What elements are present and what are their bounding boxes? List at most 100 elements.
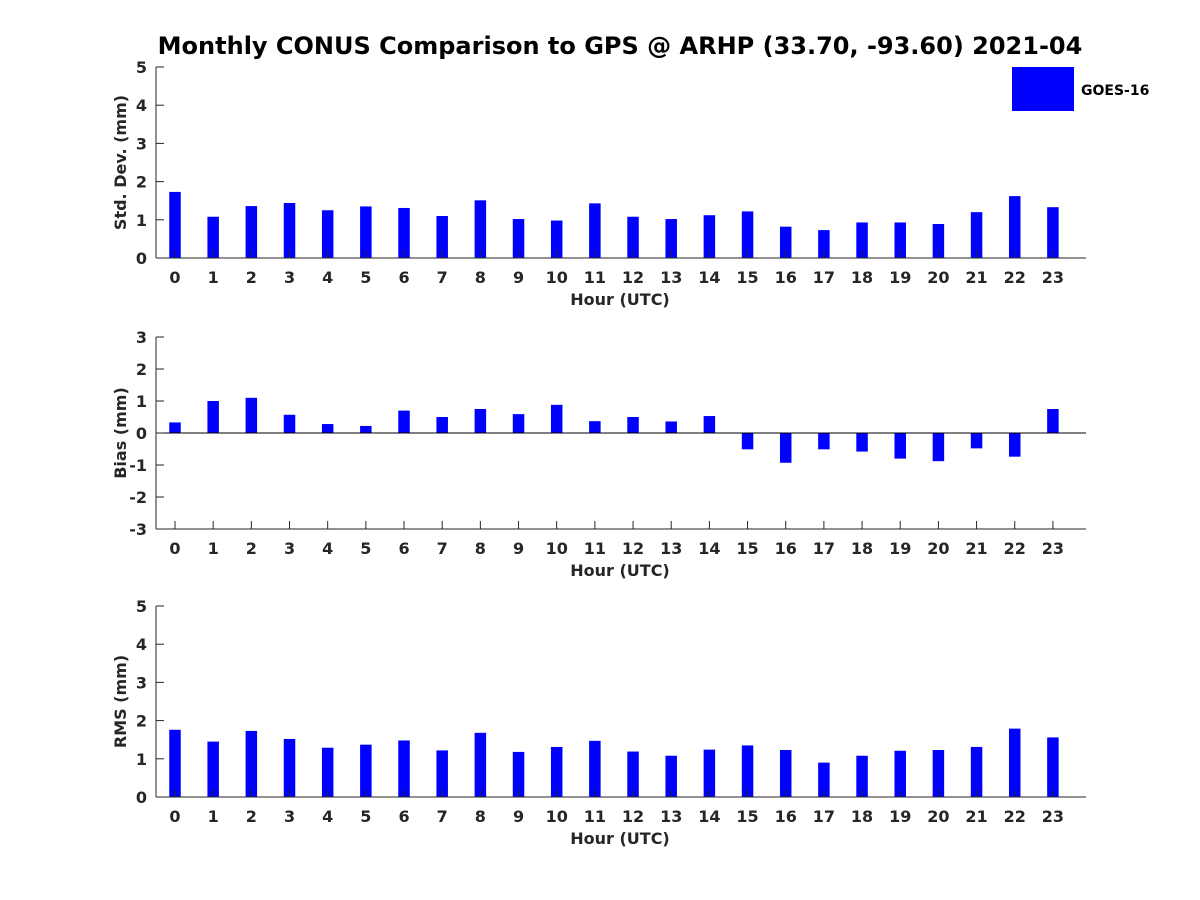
bar-hour-0 [169,422,181,433]
x-tick-label: 20 [927,807,949,826]
x-tick-label: 17 [813,268,835,287]
bar-hour-0 [169,729,181,797]
bar-hour-13 [665,421,677,433]
bar-hour-14 [703,749,716,797]
y-tick-label: 1 [136,211,147,230]
bar-hour-19 [894,433,906,459]
bar-hour-18 [856,222,868,258]
bar-hour-0 [169,191,181,258]
bar-hour-10 [550,746,563,797]
x-tick-label: 23 [1042,539,1064,558]
bar-hour-21 [970,746,983,797]
x-tick-label: 22 [1004,268,1026,287]
bar-hour-11 [589,421,601,433]
x-tick-label: 2 [246,807,257,826]
bar-hour-15 [741,433,754,450]
bar-hour-8 [474,732,487,797]
bar-hour-8 [474,200,487,258]
x-tick-label: 23 [1042,807,1064,826]
bar-hour-14 [703,416,716,433]
bar-hour-4 [321,747,334,797]
x-tick-label: 5 [360,807,371,826]
bar-hour-19 [894,750,906,797]
x-tick-label: 3 [284,539,295,558]
y-tick-label: 2 [136,712,147,731]
bar-hour-23 [1047,207,1059,258]
x-tick-label: 22 [1004,807,1026,826]
x-tick-label: 1 [208,807,219,826]
y-tick-label: 3 [136,134,147,153]
x-axis-label: Hour (UTC) [570,290,670,309]
bar-hour-13 [665,755,677,797]
y-axis-label: Std. Dev. (mm) [111,95,130,230]
x-tick-label: 8 [475,268,486,287]
x-tick-label: 18 [851,268,873,287]
y-tick-label: -3 [129,520,147,539]
bar-hour-6 [398,410,410,433]
y-tick-label: 3 [136,673,147,692]
x-tick-label: 4 [322,539,333,558]
x-tick-label: 15 [736,268,758,287]
x-tick-label: 20 [927,539,949,558]
bar-hour-6 [398,740,410,797]
chart-title: Monthly CONUS Comparison to GPS @ ARHP (… [158,32,1083,60]
y-tick-label: 1 [136,750,147,769]
bar-hour-12 [627,417,639,433]
x-tick-label: 16 [775,268,797,287]
x-tick-label: 9 [513,807,524,826]
x-axis-label: Hour (UTC) [570,829,670,848]
bar-hour-3 [283,738,296,797]
chart-legend: GOES-16 [1012,67,1149,111]
y-tick-label: -2 [129,488,147,507]
bar-hour-10 [550,404,563,433]
y-tick-label: 4 [136,635,147,654]
bar-hour-20 [932,433,945,462]
bar-hour-2 [245,730,258,797]
x-tick-label: 6 [398,539,409,558]
x-tick-label: 13 [660,807,682,826]
bar-hour-13 [665,219,677,258]
x-tick-label: 21 [965,807,987,826]
bar-hour-20 [932,224,945,258]
x-tick-label: 22 [1004,539,1026,558]
y-tick-label: 2 [136,173,147,192]
bar-hour-17 [818,433,830,450]
x-tick-label: 13 [660,268,682,287]
bar-hour-2 [245,206,258,258]
x-tick-label: 12 [622,268,644,287]
x-tick-label: 8 [475,539,486,558]
x-tick-label: 11 [584,268,606,287]
bar-hour-1 [207,741,219,797]
x-tick-label: 5 [360,268,371,287]
legend-label: GOES-16 [1081,83,1149,99]
x-tick-label: 19 [889,807,911,826]
x-tick-label: 20 [927,268,949,287]
bar-hour-2 [245,397,258,433]
x-tick-label: 21 [965,539,987,558]
x-tick-label: 10 [546,539,568,558]
bar-hour-5 [360,206,372,258]
x-axis-label: Hour (UTC) [570,561,670,580]
bar-hour-7 [436,750,448,797]
x-tick-label: 6 [398,807,409,826]
y-tick-label: 2 [136,360,147,379]
bar-hour-16 [779,226,792,258]
bar-hour-9 [512,751,525,797]
x-tick-label: 12 [622,807,644,826]
y-tick-label: 4 [136,96,147,115]
x-tick-label: 14 [698,539,720,558]
bar-hour-16 [779,750,792,797]
bar-hour-4 [321,424,334,433]
bar-hour-21 [970,433,983,449]
x-tick-label: 7 [437,807,448,826]
bar-hour-15 [741,745,754,797]
y-tick-label: 0 [136,788,147,807]
x-tick-label: 0 [169,539,180,558]
x-tick-label: 2 [246,539,257,558]
x-tick-label: 15 [736,807,758,826]
y-tick-label: 5 [136,58,147,77]
